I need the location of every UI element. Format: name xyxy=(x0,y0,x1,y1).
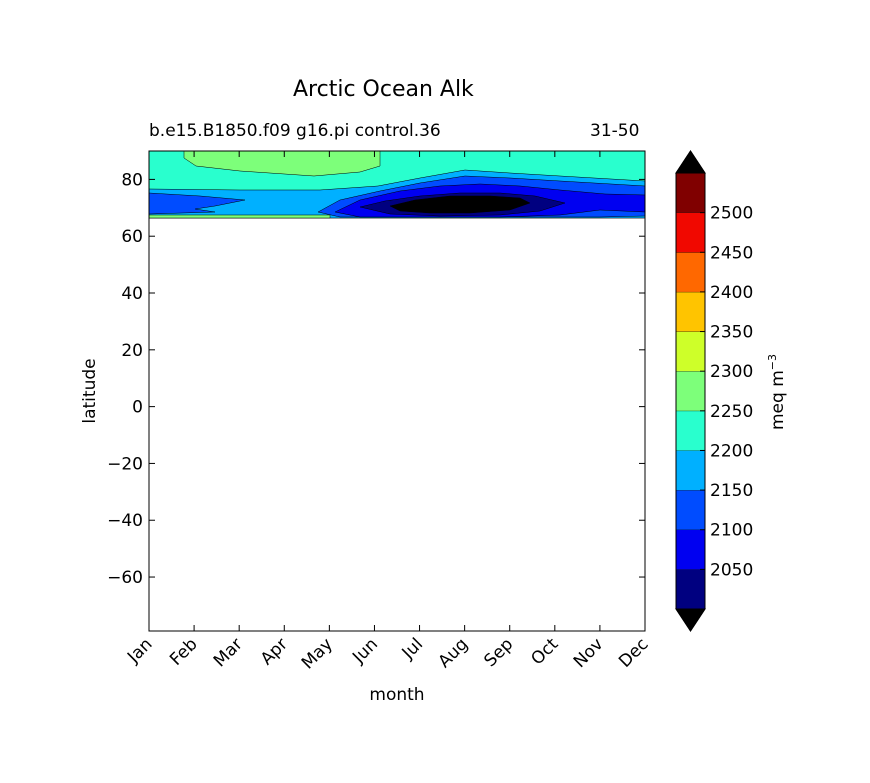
contour-fill-below-2000 xyxy=(389,195,531,214)
plot-frame xyxy=(148,150,646,632)
colorbar-segment xyxy=(676,252,705,292)
colorbar-tick-label: 2450 xyxy=(710,243,753,263)
colorbar-tick-label: 2200 xyxy=(710,441,753,461)
x-tick-label: Jan xyxy=(123,634,156,667)
colorbar-segment xyxy=(676,173,705,213)
x-tick-label: Aug xyxy=(435,634,473,672)
colorbar-outline xyxy=(675,150,706,632)
y-tick-label: −40 xyxy=(107,511,143,531)
x-tick-label: Feb xyxy=(166,634,201,669)
colorbar-extend-min xyxy=(675,608,706,632)
colorbar-segment xyxy=(676,212,705,253)
x-tick-label: Oct xyxy=(527,634,562,669)
colorbar-segment xyxy=(676,410,705,451)
x-tick-label: May xyxy=(298,634,337,673)
y-tick-label: 40 xyxy=(121,284,143,304)
colorbar xyxy=(675,150,706,632)
colorbar-label-exponent: −3 xyxy=(766,354,779,370)
plot-background xyxy=(149,151,645,631)
contour-fill-2250-2300-south xyxy=(149,214,331,219)
y-tick-label: 20 xyxy=(121,341,143,361)
colorbar-segment xyxy=(676,450,705,491)
colorbar-label: meq m−3 xyxy=(766,354,788,430)
contour-fill-2100-2150-west xyxy=(149,192,246,215)
x-tick-label: Nov xyxy=(570,634,608,672)
y-tick-label: −60 xyxy=(107,568,143,588)
colorbar-segment xyxy=(676,331,705,372)
chart-subtitle-case: b.e15.B1850.f09 g16.pi control.36 xyxy=(149,121,441,141)
y-tick-label: 0 xyxy=(132,398,143,418)
y-tick-label: 80 xyxy=(121,170,143,190)
colorbar-segment xyxy=(676,529,705,570)
contour-fill-2250-2300-north xyxy=(183,151,381,177)
y-axis-label: latitude xyxy=(80,358,100,423)
x-tick-label: Mar xyxy=(210,634,247,671)
chart-title: Arctic Ocean Alk xyxy=(293,77,474,102)
x-tick-label: Jun xyxy=(348,634,382,668)
colorbar-tick-label: 2300 xyxy=(710,362,753,382)
colorbar-label-unit: meq m xyxy=(768,370,788,430)
colorbar-segment xyxy=(676,291,705,332)
colorbar-segment xyxy=(676,371,705,411)
colorbar-tick-label: 2250 xyxy=(710,402,753,422)
colorbar-tick-label: 2350 xyxy=(710,323,753,343)
colorbar-tick-label: 2400 xyxy=(710,283,753,303)
y-axis: 80 60 40 20 0 −20 −40 −60 xyxy=(107,170,645,588)
contour-fills xyxy=(149,151,645,219)
colorbar-tick-label: 2150 xyxy=(710,481,753,501)
colorbar-segment xyxy=(676,569,705,609)
colorbar-tick-label: 2050 xyxy=(710,560,753,580)
colorbar-tick-label: 2100 xyxy=(710,521,753,541)
x-tick-label: Apr xyxy=(257,634,292,669)
y-tick-label: −20 xyxy=(107,454,143,474)
x-tick-label: Dec xyxy=(615,634,652,671)
colorbar-ticks: 2050 2100 2150 2200 2250 2300 2350 2400 2450 2500 xyxy=(700,204,753,580)
chart-subtitle-years: 31-50 xyxy=(590,121,640,141)
colorbar-segment xyxy=(676,490,705,530)
y-tick-label: 60 xyxy=(121,227,143,247)
colorbar-extend-max xyxy=(675,150,706,174)
x-axis-label: month xyxy=(369,685,424,705)
x-tick-label: Sep xyxy=(480,634,517,671)
x-tick-label: Jul xyxy=(398,634,427,663)
colorbar-tick-label: 2500 xyxy=(710,204,753,224)
